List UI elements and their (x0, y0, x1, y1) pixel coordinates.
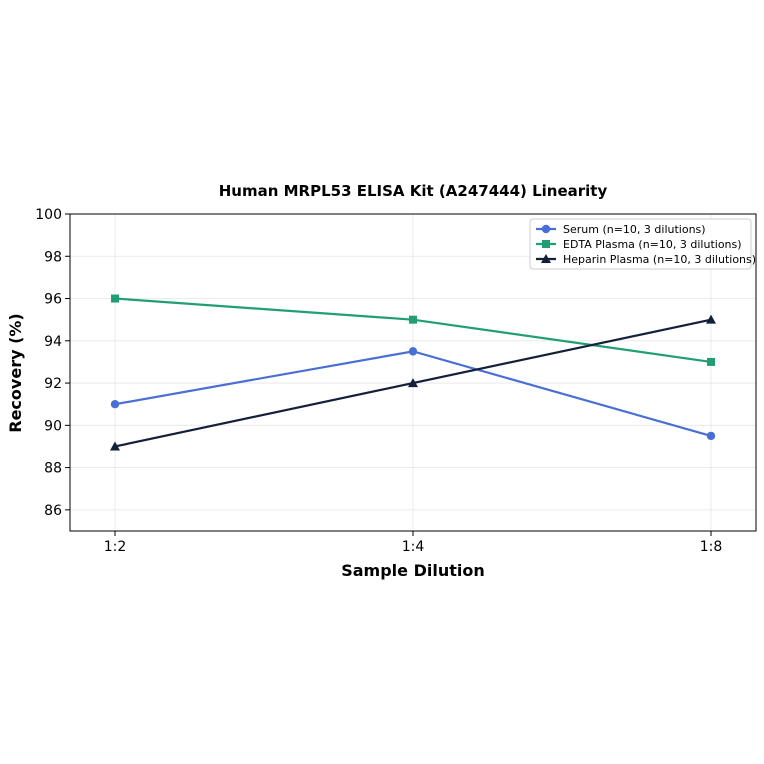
series-3 (110, 314, 716, 451)
data-point (110, 400, 120, 409)
legend-marker (541, 254, 551, 263)
y-tick-label: 94 (44, 334, 62, 350)
legend-label: EDTA Plasma (n=10, 3 dilutions) (563, 238, 742, 251)
legend-label: Heparin Plasma (n=10, 3 dilutions) (563, 253, 756, 266)
data-point (409, 315, 417, 324)
legend-marker (542, 240, 550, 248)
legend-marker (541, 224, 551, 234)
series-1 (110, 347, 716, 441)
legend-item: EDTA Plasma (n=10, 3 dilutions) (536, 238, 742, 251)
legend-label: Serum (n=10, 3 dilutions) (563, 223, 706, 236)
y-tick-label: 100 (35, 207, 62, 223)
x-axis: 1:2 1:4 1:8 (104, 531, 723, 555)
x-axis-label: Sample Dilution (341, 561, 485, 580)
x-tick-label: 1:4 (402, 539, 425, 555)
y-tick-label: 96 (44, 292, 62, 308)
legend: Serum (n=10, 3 dilutions) EDTA Plasma (n=… (529, 218, 756, 270)
y-tick-label: 86 (44, 503, 62, 519)
data-point (408, 378, 418, 388)
series-2 (111, 294, 715, 366)
data-point (110, 441, 120, 451)
legend-box (529, 218, 752, 270)
y-axis-label: Recovery (%) (6, 313, 25, 432)
legend-item: Serum (n=10, 3 dilutions) (536, 223, 706, 236)
data-point (707, 357, 715, 366)
y-tick-label: 92 (44, 376, 62, 392)
y-tick-label: 90 (44, 418, 62, 434)
x-tick-label: 1:8 (700, 539, 723, 555)
data-point (408, 347, 418, 356)
y-tick-label: 98 (44, 249, 62, 265)
legend-item: Heparin Plasma (n=10, 3 dilutions) (536, 253, 756, 266)
y-tick-label: 88 (44, 461, 62, 477)
x-tick-label: 1:2 (104, 539, 127, 555)
data-point (706, 431, 716, 441)
chart-title: Human MRPL53 ELISA Kit (A247444) Lineari… (219, 182, 608, 200)
y-axis: 86 88 90 92 94 96 98 100 (35, 207, 70, 519)
data-point (706, 314, 716, 324)
series-layer (110, 294, 716, 451)
data-point (111, 294, 119, 303)
